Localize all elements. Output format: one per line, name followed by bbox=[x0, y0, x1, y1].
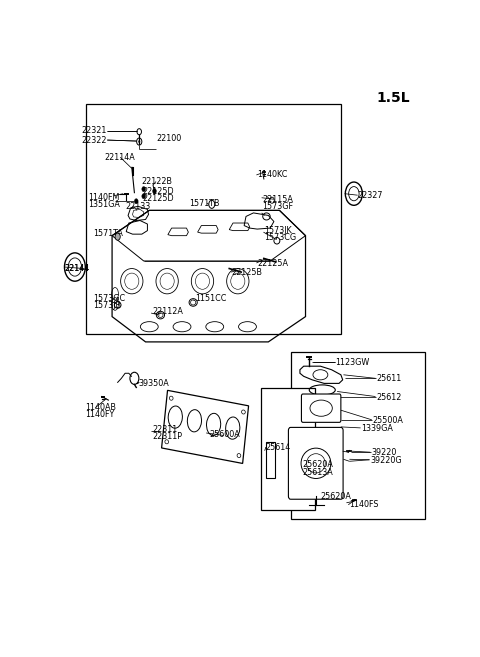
Text: 1573CG: 1573CG bbox=[264, 233, 296, 242]
Text: 25620A: 25620A bbox=[302, 461, 334, 469]
Circle shape bbox=[115, 233, 120, 240]
Text: 22311: 22311 bbox=[152, 425, 178, 434]
Text: 25614: 25614 bbox=[266, 443, 291, 451]
Bar bbox=[261, 388, 315, 510]
Text: 22144: 22144 bbox=[64, 264, 90, 273]
Text: 1140FM: 1140FM bbox=[88, 193, 119, 202]
Circle shape bbox=[142, 187, 145, 192]
Bar bbox=[290, 352, 425, 519]
Text: 39350A: 39350A bbox=[138, 379, 169, 388]
Text: 25611: 25611 bbox=[376, 374, 401, 383]
Text: 1140FS: 1140FS bbox=[349, 500, 379, 509]
Text: 25500A: 25500A bbox=[372, 416, 403, 425]
Text: 22125D: 22125D bbox=[143, 187, 174, 196]
Text: 22100: 22100 bbox=[156, 134, 182, 143]
Text: 1571TA: 1571TA bbox=[94, 229, 123, 238]
Circle shape bbox=[153, 189, 156, 194]
Text: 22311P: 22311P bbox=[152, 432, 182, 441]
Text: 1123GW: 1123GW bbox=[335, 357, 370, 367]
Text: 22321: 22321 bbox=[81, 126, 107, 135]
Circle shape bbox=[134, 198, 138, 204]
Bar bbox=[266, 442, 275, 478]
Text: 22122B: 22122B bbox=[141, 177, 172, 185]
Text: 22125B: 22125B bbox=[232, 268, 263, 277]
Text: 1140KC: 1140KC bbox=[257, 170, 288, 179]
Text: 22125D: 22125D bbox=[143, 194, 174, 203]
Text: 22115A: 22115A bbox=[262, 194, 293, 204]
Circle shape bbox=[142, 194, 145, 198]
Text: 22112A: 22112A bbox=[152, 307, 183, 316]
FancyBboxPatch shape bbox=[301, 394, 341, 422]
Text: 1573JK: 1573JK bbox=[264, 226, 291, 235]
Text: 22114A: 22114A bbox=[104, 153, 135, 162]
Text: 1351GA: 1351GA bbox=[88, 200, 120, 209]
Text: 39220G: 39220G bbox=[370, 456, 402, 464]
Text: 25620A: 25620A bbox=[321, 491, 351, 501]
Bar bbox=[86, 104, 341, 334]
Text: 1140AB: 1140AB bbox=[85, 403, 116, 412]
Text: 25600A: 25600A bbox=[210, 430, 240, 439]
Text: 39220: 39220 bbox=[372, 448, 397, 457]
Text: 1151CC: 1151CC bbox=[195, 294, 226, 304]
Text: 1573GC: 1573GC bbox=[94, 294, 126, 304]
Text: 1.5L: 1.5L bbox=[376, 91, 410, 105]
Text: 1571TB: 1571TB bbox=[190, 199, 220, 208]
Text: 22125A: 22125A bbox=[257, 259, 288, 268]
Text: 1573GF: 1573GF bbox=[262, 202, 293, 211]
Text: 22327: 22327 bbox=[358, 191, 383, 200]
Text: 22133: 22133 bbox=[125, 202, 150, 211]
Text: 1339GA: 1339GA bbox=[361, 424, 393, 434]
Text: 22144: 22144 bbox=[64, 264, 90, 273]
FancyBboxPatch shape bbox=[288, 428, 343, 499]
Text: 1140FY: 1140FY bbox=[85, 410, 115, 419]
Text: 1573JB: 1573JB bbox=[94, 302, 121, 311]
Circle shape bbox=[139, 141, 140, 143]
Text: 22322: 22322 bbox=[81, 136, 107, 145]
Text: 25612: 25612 bbox=[376, 393, 402, 402]
Text: 25613A: 25613A bbox=[302, 468, 333, 477]
